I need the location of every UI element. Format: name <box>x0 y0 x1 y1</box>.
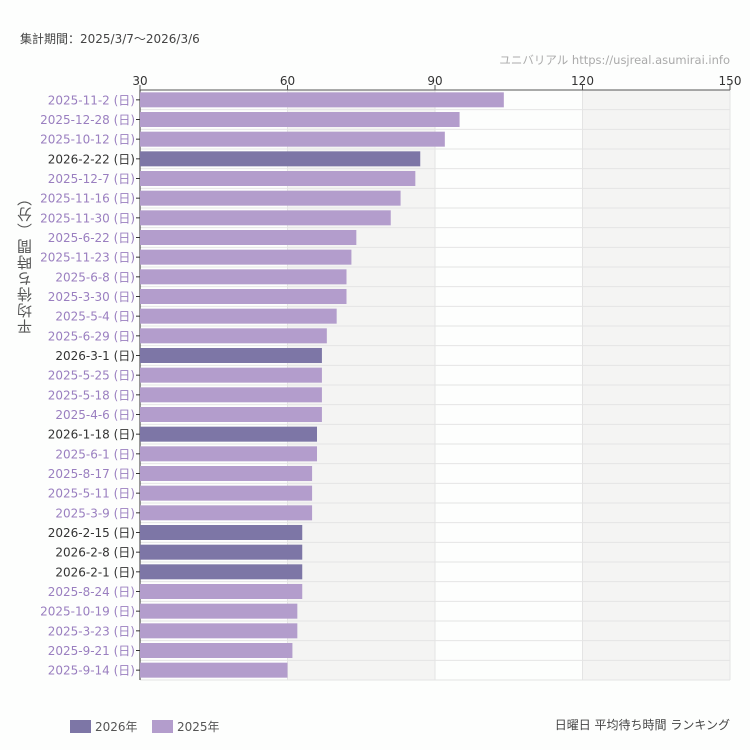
y-tick-label: 2026-2-1 (日) <box>55 565 135 579</box>
bar <box>140 367 322 383</box>
bar <box>140 426 317 442</box>
x-tick-label: 150 <box>719 74 742 88</box>
bar <box>140 249 352 265</box>
bar <box>140 328 327 344</box>
y-tick-label: 2025-5-4 (日) <box>55 310 135 324</box>
y-tick-label: 2025-3-9 (日) <box>55 506 135 520</box>
bar <box>140 210 391 226</box>
y-tick-label: 2025-9-14 (日) <box>48 664 135 678</box>
period-label: 集計期間：2025/3/7〜2026/3/6 <box>20 32 200 46</box>
y-tick-label: 2025-5-18 (日) <box>48 388 135 402</box>
bar <box>140 505 313 521</box>
bar <box>140 289 347 304</box>
bar <box>140 603 298 619</box>
x-tick-label: 30 <box>132 74 147 88</box>
legend-label-2026: 2026年 <box>95 720 138 734</box>
bar <box>140 662 288 678</box>
y-tick-label: 2026-2-15 (日) <box>48 526 135 540</box>
bar <box>140 269 347 285</box>
y-tick-label: 2025-3-23 (日) <box>48 624 135 638</box>
bar <box>140 446 317 462</box>
bar <box>140 387 322 403</box>
bar <box>140 623 298 639</box>
y-tick-label: 2025-10-12 (日) <box>40 133 135 147</box>
bar <box>140 564 303 580</box>
y-tick-label: 2025-4-6 (日) <box>55 408 135 422</box>
bar <box>140 190 401 206</box>
bar <box>140 544 303 560</box>
bar <box>140 348 322 363</box>
y-axis-label: 平均待ち時間（分） <box>16 190 34 334</box>
y-tick-label: 2025-10-19 (日) <box>40 605 135 619</box>
y-tick-label: 2026-3-1 (日) <box>55 349 135 363</box>
y-tick-label: 2025-11-2 (日) <box>48 93 135 107</box>
y-tick-label: 2025-8-17 (日) <box>48 467 135 481</box>
y-tick-label: 2026-2-8 (日) <box>55 546 135 560</box>
bar <box>140 112 460 127</box>
bar <box>140 485 313 501</box>
x-tick-label: 90 <box>427 74 442 88</box>
y-tick-label: 2025-3-30 (日) <box>48 290 135 304</box>
site-credit: ユニバリアル https://usjreal.asumirai.info <box>499 53 730 67</box>
y-tick-label: 2025-12-7 (日) <box>48 172 135 186</box>
bar <box>140 92 504 108</box>
bar <box>140 407 322 422</box>
bar <box>140 466 313 481</box>
y-tick-label: 2026-1-18 (日) <box>48 428 135 442</box>
bar <box>140 643 293 658</box>
y-tick-label: 2025-11-16 (日) <box>40 192 135 206</box>
bar <box>140 131 445 147</box>
legend-2026[interactable]: 2026年 <box>70 718 138 735</box>
y-tick-label: 2026-2-22 (日) <box>48 152 135 166</box>
y-tick-label: 2025-5-25 (日) <box>48 369 135 383</box>
x-tick-label: 120 <box>571 74 594 88</box>
bar <box>140 308 337 324</box>
y-tick-label: 2025-6-29 (日) <box>48 329 135 343</box>
bar <box>140 151 421 167</box>
bar <box>140 230 357 245</box>
y-tick-label: 2025-5-11 (日) <box>48 487 135 501</box>
x-tick-label: 60 <box>280 74 295 88</box>
y-tick-label: 2025-6-22 (日) <box>48 231 135 245</box>
y-tick-label: 2025-11-23 (日) <box>40 251 135 265</box>
y-tick-label: 2025-11-30 (日) <box>40 211 135 225</box>
legend-swatch-2025 <box>152 720 173 733</box>
chart-title: 日曜日 平均待ち時間 ランキング <box>554 718 730 732</box>
y-tick-label: 2025-12-28 (日) <box>40 113 135 127</box>
bar <box>140 584 303 599</box>
legend-swatch-2026 <box>70 720 91 733</box>
y-tick-label: 2025-8-24 (日) <box>48 585 135 599</box>
y-tick-label: 2025-9-21 (日) <box>48 644 135 658</box>
y-tick-label: 2025-6-8 (日) <box>55 270 135 284</box>
y-tick-label: 2025-6-1 (日) <box>55 447 135 461</box>
bar <box>140 171 416 186</box>
legend-2025[interactable]: 2025年 <box>152 718 220 735</box>
legend-label-2025: 2025年 <box>177 720 220 734</box>
bar <box>140 525 303 540</box>
